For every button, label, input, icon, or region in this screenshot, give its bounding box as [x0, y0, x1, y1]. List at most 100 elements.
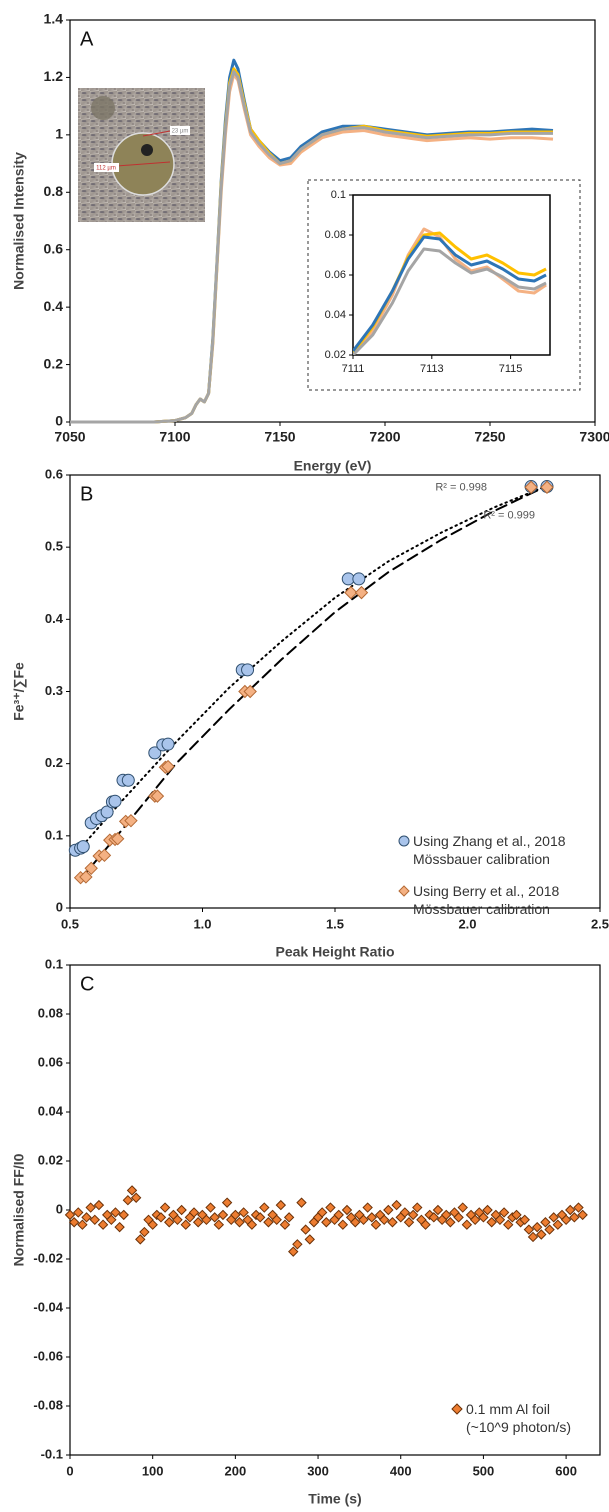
point	[279, 1219, 291, 1230]
legend-marker	[451, 1403, 463, 1415]
y-tick-label: 1	[55, 126, 63, 142]
y-tick-label: 1.2	[44, 68, 64, 84]
x-tick-label: 300	[307, 1463, 329, 1478]
point	[159, 1202, 171, 1213]
legend-label: Using Berry et al., 2018 Mössbauer calib…	[413, 883, 560, 917]
point	[511, 1209, 522, 1221]
point	[378, 1214, 390, 1226]
y-tick-label: 0.08	[325, 229, 346, 241]
y-tick-label: -0.02	[33, 1250, 63, 1265]
photo-label-box	[94, 163, 119, 172]
point	[524, 480, 538, 494]
legend-marker	[398, 885, 410, 897]
y-tick-label: 0.08	[38, 1005, 63, 1020]
photo-label-box	[170, 126, 190, 135]
point	[81, 1212, 92, 1223]
point	[275, 1199, 287, 1211]
panel-label: A	[80, 28, 94, 50]
point	[498, 1207, 510, 1218]
point	[164, 1217, 175, 1228]
point	[560, 1214, 572, 1226]
x-tick-label: 7113	[420, 363, 444, 375]
point	[391, 1199, 402, 1211]
trendline-r2: R² = 0.999	[483, 510, 535, 522]
point	[89, 1214, 101, 1226]
x-tick-label: 7050	[54, 429, 85, 445]
photo-bubble	[141, 144, 153, 156]
point	[544, 1224, 555, 1235]
point	[352, 572, 366, 586]
point	[93, 1199, 105, 1211]
point	[271, 1214, 282, 1226]
x-tick-label: 7100	[159, 429, 190, 445]
y-tick-label: 1.4	[44, 11, 64, 27]
point	[494, 1214, 506, 1226]
y-axis-label: Normalised FF/I0	[11, 1153, 27, 1266]
spectrum-line	[353, 235, 547, 352]
x-tick-label: 200	[225, 1463, 247, 1478]
point	[155, 1212, 167, 1223]
point	[213, 1219, 225, 1230]
point	[100, 805, 114, 819]
point	[428, 1212, 440, 1223]
point	[135, 1234, 146, 1245]
point	[540, 480, 554, 494]
point	[121, 773, 135, 787]
point	[548, 1212, 559, 1223]
photo-label: 112 µm	[96, 166, 116, 172]
x-axis-label: Energy (eV)	[294, 458, 372, 474]
y-tick-label: 0.5	[45, 539, 63, 554]
x-axis-label: Peak Height Ratio	[275, 944, 394, 960]
panel-label: B	[80, 483, 93, 505]
point	[536, 1229, 547, 1240]
y-tick-label: 0.02	[38, 1152, 63, 1167]
point	[217, 1209, 229, 1221]
point	[161, 737, 175, 751]
point	[148, 746, 162, 760]
photo-label: 23 µm	[172, 129, 189, 135]
x-tick-label: 100	[142, 1463, 164, 1478]
y-tick-label: 0.4	[44, 298, 64, 314]
point	[139, 1226, 150, 1238]
plot-frame	[69, 19, 596, 423]
point	[321, 1217, 332, 1228]
point	[147, 1219, 158, 1230]
point	[432, 1204, 444, 1216]
point	[68, 1217, 80, 1228]
point	[64, 1209, 76, 1221]
point	[399, 1207, 411, 1218]
point	[478, 1212, 489, 1223]
point	[469, 1214, 481, 1226]
y-tick-label: 0.1	[45, 956, 63, 971]
point	[325, 1202, 336, 1213]
trendline	[74, 484, 548, 855]
y-tick-label: 0	[56, 1201, 63, 1216]
point	[209, 1212, 220, 1223]
point	[108, 794, 122, 808]
point	[79, 870, 93, 884]
x-tick-label: 600	[555, 1463, 577, 1478]
point	[407, 1209, 419, 1221]
point	[283, 1212, 295, 1223]
point	[362, 1202, 373, 1213]
y-tick-label: 0.3	[45, 683, 63, 698]
x-tick-label: 7111	[342, 363, 365, 375]
point	[238, 1207, 249, 1218]
trendline-r2: R² = 0.998	[435, 482, 487, 494]
x-tick-label: 400	[390, 1463, 412, 1478]
point	[259, 1202, 270, 1213]
legend-label: 0.1 mm Al foil (~10^9 photon/s)	[466, 1401, 572, 1435]
point	[366, 1212, 378, 1223]
legend-label: Using Zhang et al., 2018 Mössbauer calib…	[413, 833, 566, 867]
point	[333, 1209, 344, 1221]
x-tick-label: 2.0	[458, 916, 476, 931]
point	[161, 759, 175, 774]
y-tick-label: 0.1	[45, 827, 63, 842]
point	[180, 1219, 191, 1230]
point	[205, 1202, 216, 1213]
point	[387, 1217, 398, 1228]
sample-photo: 112 µm 23 µm	[78, 88, 205, 222]
y-tick-label: 0.06	[325, 269, 346, 281]
y-tick-label: 0.1	[331, 189, 346, 201]
